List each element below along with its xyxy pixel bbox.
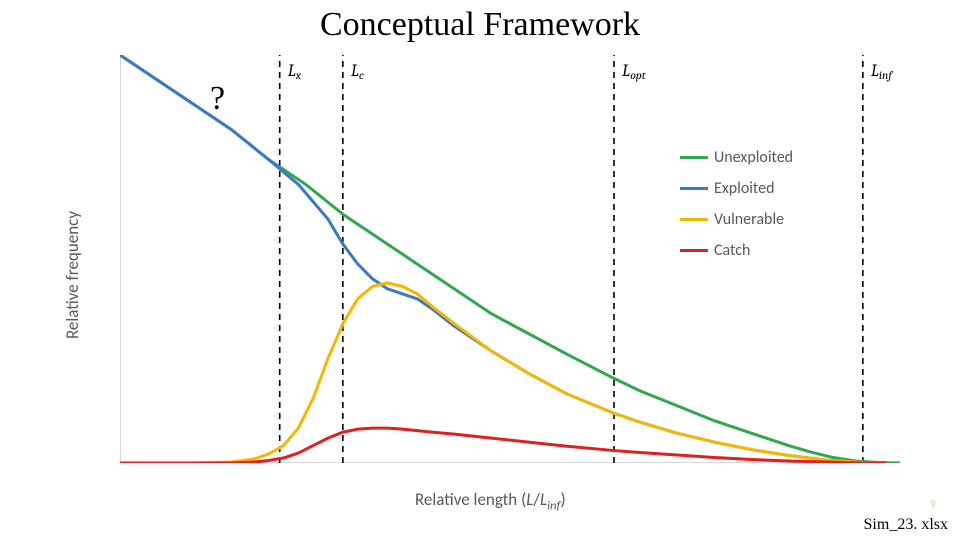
legend-item: Vulnerable	[680, 210, 793, 229]
svg-text:Lc: Lc	[351, 62, 364, 82]
page-number: 9	[930, 498, 936, 512]
footer-filename: Sim_23. xlsx	[864, 516, 948, 534]
slide: Conceptual Framework ? 00.20.40.60.810.0…	[0, 0, 960, 540]
legend-label: Exploited	[714, 179, 774, 198]
legend-label: Unexploited	[714, 148, 793, 167]
svg-text:Linf: Linf	[871, 62, 894, 82]
legend: Unexploited Exploited Vulnerable Catch	[680, 148, 793, 272]
legend-label: Vulnerable	[714, 210, 784, 229]
legend-swatch	[680, 218, 708, 221]
legend-item: Unexploited	[680, 148, 793, 167]
legend-swatch	[680, 156, 708, 159]
page-title: Conceptual Framework	[0, 6, 960, 44]
x-axis-label: Relative length (L/Linf)	[415, 489, 566, 513]
legend-swatch	[680, 249, 708, 252]
legend-swatch	[680, 187, 708, 190]
svg-text:Lx: Lx	[288, 62, 302, 82]
legend-item: Catch	[680, 241, 793, 260]
y-axis-label: Relative frequency	[62, 211, 83, 339]
legend-item: Exploited	[680, 179, 793, 198]
svg-text:Lopt: Lopt	[622, 62, 647, 82]
legend-label: Catch	[714, 241, 750, 260]
